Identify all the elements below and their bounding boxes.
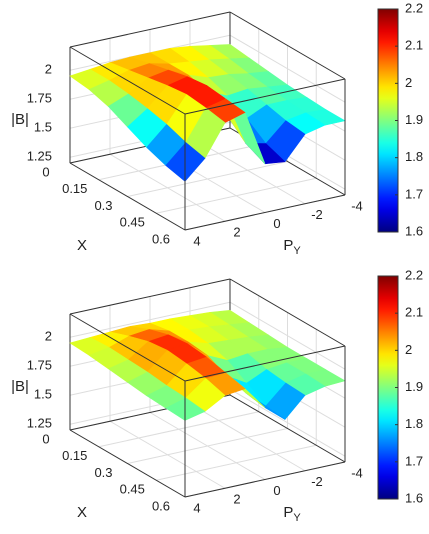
y-tick-label: -2 <box>311 207 323 222</box>
y-tick-label: -4 <box>351 198 363 213</box>
z-tick-label: 2 <box>45 329 52 344</box>
x-tick-label: 0.3 <box>94 465 112 480</box>
axis-box <box>229 278 346 347</box>
x-tick-label: 0.3 <box>94 198 112 213</box>
x-tick-label: 0.45 <box>120 215 145 230</box>
grid-line <box>229 301 346 370</box>
x-tick-label: 0.15 <box>62 181 87 196</box>
z-tick-label: 1.75 <box>27 91 52 106</box>
grid-line <box>229 388 346 457</box>
colorbar-tick-label: 1.9 <box>405 379 423 394</box>
z-axis-label: |B| <box>11 111 29 128</box>
z-tick-label: 1.5 <box>34 120 52 135</box>
axis-box <box>69 313 186 382</box>
axis-box <box>229 394 346 463</box>
x-tick-label: 0.6 <box>152 231 170 246</box>
z-tick-label: 1.25 <box>27 149 52 164</box>
colorbar-tick-label: 2.1 <box>405 38 423 53</box>
y-tick-label: -2 <box>311 474 323 489</box>
x-tick-label: 0 <box>42 164 49 179</box>
axis-box <box>184 78 346 115</box>
colorbar-tick-label: 1.8 <box>405 416 423 431</box>
axis-box <box>69 46 186 115</box>
z-tick-label: 1.25 <box>27 416 52 431</box>
x-tick-label: 0.6 <box>152 498 170 513</box>
axis-box <box>184 461 346 498</box>
z-axis-label: |B| <box>11 378 29 395</box>
x-tick-label: 0.45 <box>120 482 145 497</box>
x-tick-label: 0.15 <box>62 448 87 463</box>
y-axis-label: PY <box>283 237 301 257</box>
y-tick-label: 4 <box>193 500 200 515</box>
y-axis-label-sub: Y <box>293 512 301 524</box>
y-tick-label: 2 <box>233 225 240 240</box>
z-tick-label: 2 <box>45 62 52 77</box>
axis-box <box>69 278 231 315</box>
colorbar-tick-label: 1.7 <box>405 186 423 201</box>
axis-box <box>69 162 186 231</box>
axis-box <box>229 11 346 80</box>
grid-line <box>189 403 306 472</box>
y-tick-label: 0 <box>273 483 280 498</box>
x-axis-label: X <box>77 237 87 254</box>
colorbar-tick-label: 1.9 <box>405 112 423 127</box>
y-axis-label-main: P <box>283 504 293 521</box>
colorbar-tick-label: 2 <box>405 75 412 90</box>
grid-line <box>149 412 266 480</box>
colorbar-tick-label: 2 <box>405 342 412 357</box>
grid-line <box>109 420 226 489</box>
colorbar-tick-label: 2.2 <box>405 0 423 15</box>
axis-box <box>184 194 346 231</box>
x-axis-label: X <box>77 504 87 521</box>
axis-box <box>69 11 231 48</box>
colorbar-tick-label: 2.1 <box>405 305 423 320</box>
z-tick-label: 1.5 <box>34 387 52 402</box>
z-tick-label: 1.75 <box>27 358 52 373</box>
axis-box <box>69 429 186 498</box>
grid-line <box>109 153 226 222</box>
colorbar-tick-label: 1.6 <box>405 223 423 238</box>
colorbar-tick-label: 1.8 <box>405 149 423 164</box>
grid-line <box>229 34 346 103</box>
y-axis-label-sub: Y <box>293 245 301 257</box>
colorbar-tick-label: 1.7 <box>405 453 423 468</box>
colorbar-tick-label: 2.2 <box>405 267 423 282</box>
axis-box <box>184 345 346 382</box>
y-axis-label-main: P <box>283 237 293 254</box>
x-tick-label: 0 <box>42 431 49 446</box>
y-axis-label: PY <box>283 504 301 524</box>
grid-line <box>69 301 231 338</box>
y-tick-label: 2 <box>233 492 240 507</box>
y-tick-label: -4 <box>351 465 363 480</box>
y-tick-label: 4 <box>193 233 200 248</box>
y-tick-label: 0 <box>273 216 280 231</box>
colorbar-tick-label: 1.6 <box>405 490 423 505</box>
